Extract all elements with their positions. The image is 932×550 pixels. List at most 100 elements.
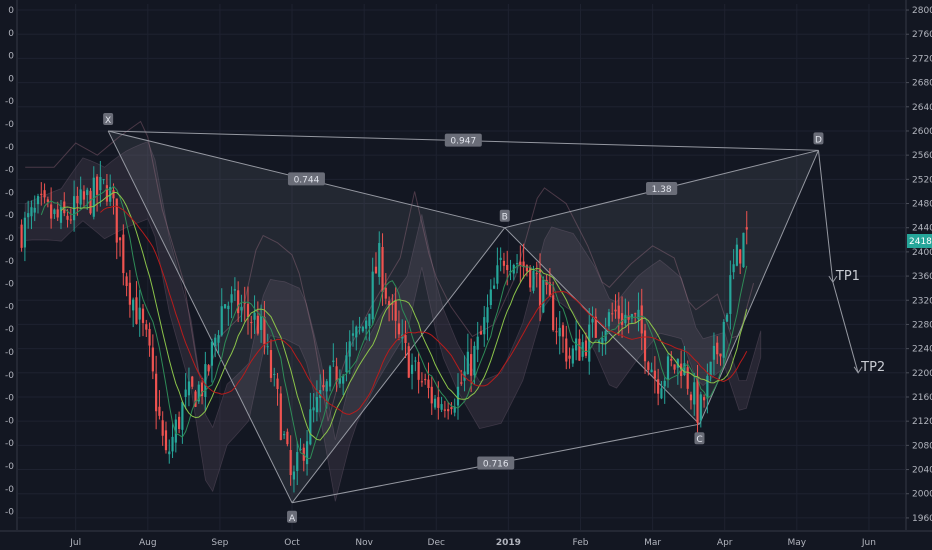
left-axis-label: -0 xyxy=(5,166,14,176)
candle-body xyxy=(86,189,89,196)
candle-body xyxy=(476,336,479,350)
candle-body xyxy=(634,313,637,315)
price-tick-label: 2480 xyxy=(912,200,932,210)
candle-body xyxy=(397,323,401,335)
candle-body xyxy=(328,366,332,387)
candle-body xyxy=(296,452,299,471)
left-axis-label: 0 xyxy=(8,6,14,16)
left-axis-label: -0 xyxy=(5,416,14,426)
candle-body xyxy=(361,326,364,332)
candle-body xyxy=(23,217,26,248)
candle-body xyxy=(529,267,532,288)
point-badge xyxy=(103,112,114,125)
candle-body xyxy=(82,191,86,200)
candle-body xyxy=(181,401,184,430)
candle-body xyxy=(735,244,739,266)
candle-body xyxy=(148,328,151,346)
candle-body xyxy=(532,270,535,291)
candle-body xyxy=(683,363,686,375)
candle-body xyxy=(555,331,558,333)
left-axis-label: -0 xyxy=(5,211,14,221)
price-tick-label: 2560 xyxy=(912,151,932,161)
candle-body xyxy=(689,394,693,401)
time-tick-label: Jul xyxy=(69,538,81,548)
candle-body xyxy=(342,375,345,384)
time-tick-label: May xyxy=(788,538,807,548)
left-axis-label: -0 xyxy=(5,302,14,312)
candle-body xyxy=(351,333,355,336)
candle-body xyxy=(246,303,250,317)
candle-body xyxy=(345,355,348,373)
candle-body xyxy=(217,335,220,343)
target-label: TP1 xyxy=(835,269,860,284)
ma-slow-line xyxy=(100,205,748,415)
candle-body xyxy=(348,341,351,357)
candle-body xyxy=(666,356,670,381)
point-label: D xyxy=(815,135,822,145)
candle-body xyxy=(184,389,187,397)
candle-body xyxy=(640,305,643,334)
candle-body xyxy=(739,249,742,264)
pattern-line-AB xyxy=(291,227,506,504)
time-tick-label: Mar xyxy=(644,538,661,548)
candle-body xyxy=(673,364,676,370)
candle-body xyxy=(200,382,204,397)
candle-body xyxy=(542,279,545,313)
candle-body xyxy=(525,265,529,272)
price-tick-label: 2760 xyxy=(912,30,932,40)
target-path-line xyxy=(817,150,834,283)
candle-body xyxy=(597,340,601,343)
ichimoku-cloud xyxy=(24,120,762,502)
ma-fast-line xyxy=(40,185,748,460)
candle-body xyxy=(384,287,387,299)
point-badge xyxy=(287,510,298,523)
candle-body xyxy=(332,360,335,362)
candle-body xyxy=(145,324,148,330)
candles xyxy=(20,160,748,493)
price-tick-label: 2280 xyxy=(912,320,932,330)
candle-body xyxy=(450,407,453,410)
left-axis-label: -0 xyxy=(5,394,14,404)
point-label: A xyxy=(289,514,296,524)
candle-body xyxy=(33,207,36,213)
candle-body xyxy=(46,199,49,202)
candle-body xyxy=(657,379,660,394)
candle-body xyxy=(269,350,273,378)
candle-body xyxy=(355,326,358,338)
candle-body xyxy=(499,257,502,260)
candle-body xyxy=(460,382,463,384)
candle-body xyxy=(430,386,433,404)
candle-body xyxy=(686,367,689,389)
time-tick-label: Jun xyxy=(861,538,876,548)
time-tick-label: Aug xyxy=(139,538,157,548)
price-tick-label: 2680 xyxy=(912,79,932,89)
left-axis-label: -0 xyxy=(5,280,14,290)
ratio-label: 0.744 xyxy=(294,175,320,185)
candle-body xyxy=(138,307,141,320)
ratio-badge xyxy=(477,456,515,470)
candle-body xyxy=(125,276,128,286)
candle-body xyxy=(69,219,72,221)
candle-body xyxy=(732,264,735,273)
price-tick-label: 2160 xyxy=(912,393,932,403)
ratio-badge xyxy=(287,172,325,186)
triangle-xab xyxy=(108,130,505,503)
ratio-label: 1.38 xyxy=(652,185,672,195)
candle-body xyxy=(483,317,486,335)
candle-body xyxy=(227,305,230,310)
candle-body xyxy=(519,261,522,266)
candle-body xyxy=(568,355,571,359)
candle-body xyxy=(433,398,437,408)
candle-body xyxy=(276,378,279,390)
price-tick-label: 2040 xyxy=(912,466,932,476)
cloud-lead-line xyxy=(25,120,755,422)
left-axis-label: -0 xyxy=(5,143,14,153)
price-tick-label: 1960 xyxy=(912,514,932,524)
candle-body xyxy=(742,232,745,268)
candle-body xyxy=(486,307,489,323)
candle-body xyxy=(676,358,679,368)
candle-body xyxy=(27,213,30,218)
price-tick-label: 2800 xyxy=(912,6,932,16)
